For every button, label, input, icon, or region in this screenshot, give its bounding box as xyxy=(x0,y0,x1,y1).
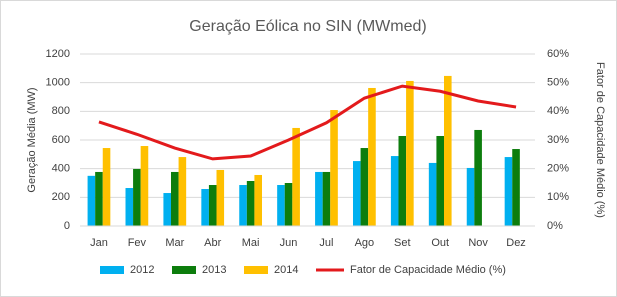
bar xyxy=(239,185,247,226)
bar xyxy=(474,129,482,226)
bar xyxy=(208,185,217,226)
bar xyxy=(360,148,369,226)
legend-label: 2013 xyxy=(202,264,226,276)
x-tick-label: Mai xyxy=(242,237,260,249)
bar xyxy=(398,135,407,226)
y2-axis-label: Fator de Capacidade Médio (%) xyxy=(594,62,606,218)
bar xyxy=(512,149,520,226)
y-tick-label: 1200 xyxy=(46,48,70,60)
y2-tick-label: 40% xyxy=(547,105,569,117)
x-tick-label: Set xyxy=(394,237,411,249)
bar xyxy=(133,168,141,226)
bar xyxy=(406,80,414,227)
x-tick-label: Dez xyxy=(506,237,526,249)
bar xyxy=(504,157,513,226)
bar xyxy=(102,148,111,226)
y2-tick-label: 60% xyxy=(547,48,569,60)
y-tick-label: 200 xyxy=(52,191,70,203)
bar xyxy=(140,146,149,226)
y2-tick-label: 0% xyxy=(547,220,563,232)
y2-tick-label: 30% xyxy=(547,134,569,146)
bar xyxy=(466,167,475,226)
bar xyxy=(178,157,187,226)
legend-swatch xyxy=(172,266,196,274)
x-tick-label: Out xyxy=(431,237,449,249)
bar xyxy=(254,174,262,226)
bar xyxy=(390,156,399,226)
bar xyxy=(428,162,437,226)
bar xyxy=(322,171,331,226)
y-tick-label: 0 xyxy=(64,220,70,232)
legend-label: 2014 xyxy=(274,264,298,276)
x-tick-label: Fev xyxy=(128,237,147,249)
y-tick-label: 600 xyxy=(52,134,70,146)
x-tick-label: Nov xyxy=(468,237,488,249)
bar xyxy=(444,75,452,227)
bar xyxy=(171,171,179,226)
line xyxy=(98,84,517,161)
bar xyxy=(277,185,285,226)
y-tick-label: 1000 xyxy=(46,77,70,89)
legend-swatch xyxy=(244,266,268,274)
bar xyxy=(246,180,255,226)
bar xyxy=(284,183,293,226)
x-tick-label: Jan xyxy=(90,237,108,249)
bar xyxy=(216,169,225,226)
bar xyxy=(201,189,209,226)
bar xyxy=(315,171,323,226)
bar xyxy=(163,193,171,226)
y2-tick-label: 10% xyxy=(547,191,569,203)
bar xyxy=(125,188,134,226)
chart-title: Geração Eólica no SIN (MWmed) xyxy=(189,18,426,35)
x-tick-label: Jun xyxy=(280,237,298,249)
bar xyxy=(436,135,444,226)
x-tick-label: Abr xyxy=(204,237,221,249)
bar xyxy=(87,175,96,226)
y2-tick-label: 50% xyxy=(547,77,569,89)
bar xyxy=(330,110,338,226)
legend-swatch xyxy=(100,266,124,274)
legend-label: 2012 xyxy=(130,264,154,276)
bar xyxy=(353,161,361,226)
bar xyxy=(368,87,376,226)
y-axis-label: Geração Média (MW) xyxy=(26,87,38,192)
y2-tick-label: 20% xyxy=(547,163,569,175)
x-tick-label: Mar xyxy=(165,237,184,249)
bar xyxy=(292,127,300,226)
legend-label: Fator de Capacidade Médio (%) xyxy=(350,264,506,276)
x-tick-label: Ago xyxy=(355,237,375,249)
y-tick-label: 400 xyxy=(52,163,70,175)
y-tick-label: 800 xyxy=(52,105,70,117)
bar xyxy=(95,171,103,226)
x-tick-label: Jul xyxy=(319,237,333,249)
